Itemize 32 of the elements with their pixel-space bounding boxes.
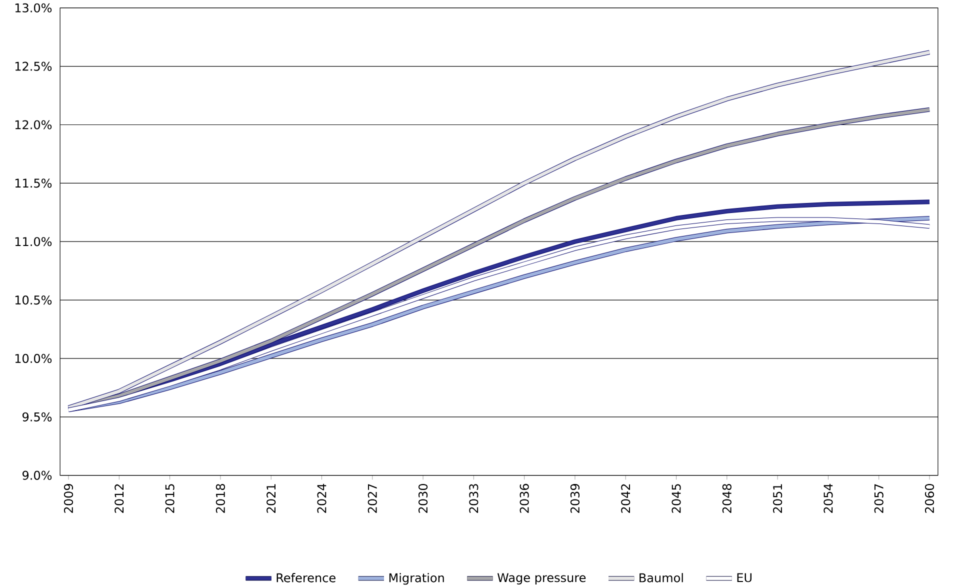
y-tick-label: 12.5% <box>15 62 52 72</box>
x-tick-label: 2042 <box>621 484 630 514</box>
x-tick-label: 2051 <box>773 484 782 514</box>
legend-label: Reference <box>276 573 336 582</box>
x-tick-label: 2027 <box>368 484 377 514</box>
y-tick-label: 13.0% <box>15 3 52 13</box>
y-tick-label: 9.0% <box>22 470 52 480</box>
x-tick-label: 2057 <box>874 484 884 514</box>
y-tick-label: 10.5% <box>15 296 52 305</box>
y-tick-label: 11.0% <box>15 237 52 246</box>
x-tick-label: 2021 <box>266 484 276 514</box>
x-tick-label: 2012 <box>114 484 124 514</box>
x-tick-label: 2015 <box>165 484 174 514</box>
x-tick-label: 2045 <box>672 484 681 514</box>
x-tick-label: 2009 <box>64 484 74 514</box>
x-tick-label: 2036 <box>520 484 529 514</box>
x-tick-label: 2030 <box>418 484 428 514</box>
legend-label: Migration <box>389 573 444 585</box>
legend-label: EU <box>737 573 752 582</box>
x-tick-label: 2048 <box>722 484 732 514</box>
x-tick-label: 2024 <box>317 484 326 514</box>
x-tick-label: 2018 <box>216 484 225 514</box>
x-tick-label: 2054 <box>824 484 833 514</box>
x-tick-label: 2033 <box>469 484 478 514</box>
legend-label: Baumol <box>640 573 683 582</box>
y-tick-label: 12.0% <box>15 120 52 130</box>
x-tick-label: 2060 <box>924 484 934 514</box>
y-tick-label: 10.0% <box>15 354 52 364</box>
y-tick-label: 11.5% <box>15 178 52 188</box>
y-tick-label: 9.5% <box>22 412 52 422</box>
x-tick-label: 2039 <box>570 484 580 514</box>
legend-label: Wage pressure <box>497 573 586 585</box>
